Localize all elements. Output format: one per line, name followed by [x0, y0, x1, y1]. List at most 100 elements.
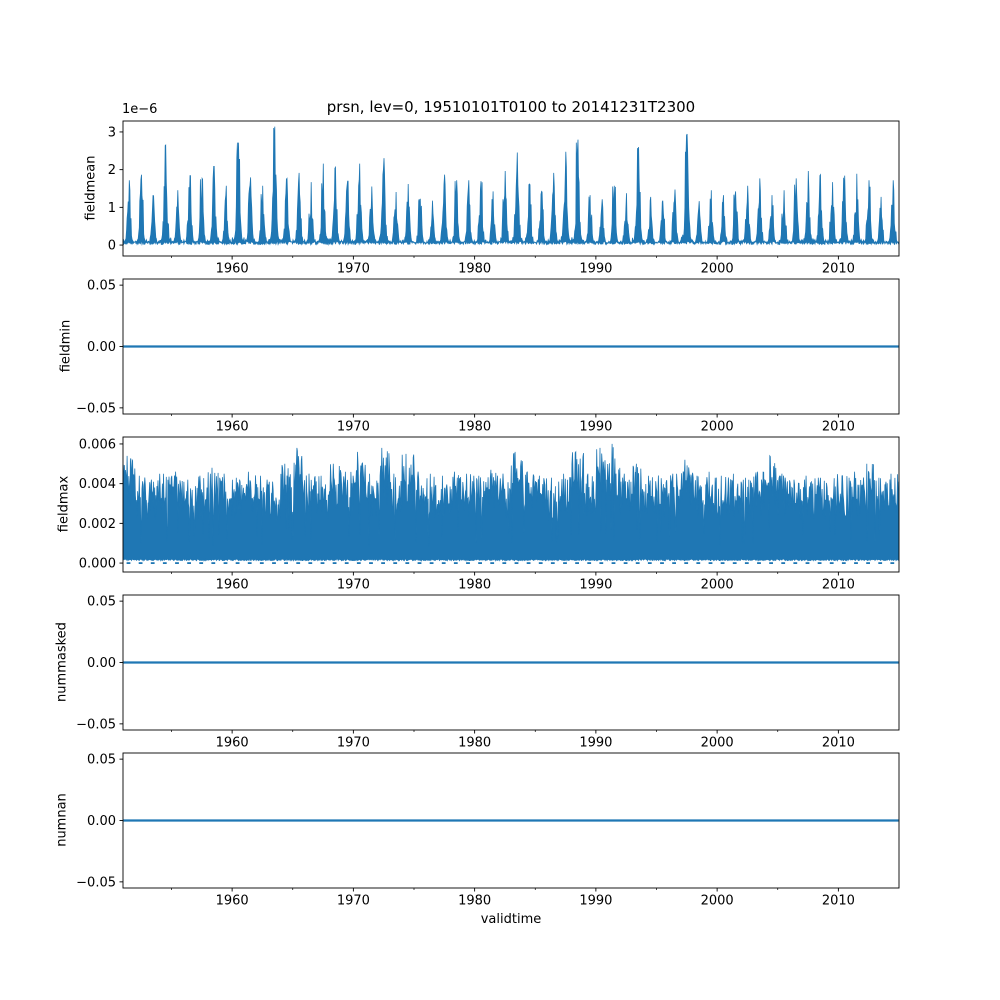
y-tick-label: 0.05 [87, 279, 116, 294]
panel-fieldmax: 1960 1970 1980 1990 2000 2010 0.000 0.002 0.004 0… [79, 436, 900, 593]
zero-touch-mark [526, 562, 531, 564]
panel-nummasked: 1960 1970 1980 1990 2000 2010 −0.05 0.00 0.05 [76, 594, 900, 751]
zero-touch-mark [344, 562, 349, 564]
series-fieldmax [122, 443, 900, 563]
series-fieldmean [122, 126, 900, 247]
x-tick-label: 1970 [337, 420, 370, 435]
zero-touch-mark [150, 562, 155, 564]
zero-touch-mark [247, 562, 252, 564]
zero-touch-mark [259, 562, 264, 564]
y-axis-label-fieldmin: fieldmin [58, 319, 74, 373]
zero-touch-mark [162, 562, 167, 564]
zero-touch-mark [138, 562, 143, 564]
y-axis-label-numnan: numnan [54, 793, 70, 847]
x-tick-label: 2000 [701, 578, 734, 593]
zero-touch-mark [235, 562, 240, 564]
figure-title: prsn, lev=0, 19510101T0100 to 20141231T2… [326, 98, 696, 116]
x-tick-label: 1980 [458, 420, 491, 435]
zero-touch-mark [599, 562, 604, 564]
x-tick-label: 1970 [337, 894, 370, 909]
zero-touch-mark [405, 562, 410, 564]
x-tick-label: 2000 [701, 894, 734, 909]
zero-touch-mark [696, 562, 701, 564]
zero-touch-mark [538, 562, 543, 564]
zero-touch-mark [817, 562, 822, 564]
panel-numnan: 1960 1970 1980 1990 2000 2010 −0.05 0.00 0.05 [76, 752, 900, 909]
y-tick-label: −0.05 [76, 401, 116, 416]
y-tick-label: −0.05 [76, 875, 116, 890]
zero-touch-mark [441, 562, 446, 564]
zero-touch-mark [199, 562, 204, 564]
x-tick-label: 2010 [822, 262, 855, 277]
zero-touch-mark [575, 562, 579, 564]
zero-touch-mark [429, 562, 434, 564]
zero-touch-mark [187, 562, 191, 564]
x-tick-label: 1980 [458, 736, 491, 751]
zero-touch-mark [284, 562, 288, 564]
x-tick-label: 1970 [337, 578, 370, 593]
zero-touch-mark [223, 562, 228, 564]
axes-spines [122, 436, 900, 573]
x-tick-label: 1980 [458, 894, 491, 909]
zero-touch-mark [660, 562, 664, 564]
zero-touch-mark [320, 562, 325, 564]
zero-touch-mark [744, 562, 749, 564]
y-tick-label: 0.004 [79, 477, 116, 492]
zero-touch-mark [805, 562, 810, 564]
x-tick-label: 1960 [216, 736, 249, 751]
zero-touch-mark [490, 562, 495, 564]
x-tick-label: 2010 [822, 736, 855, 751]
zero-touch-mark [611, 562, 616, 564]
zero-touch-mark [781, 562, 786, 564]
zero-touch-mark [672, 562, 676, 564]
y-axis-offset-label: 1e−6 [122, 102, 158, 117]
y-axis-label-nummasked: nummasked [54, 622, 70, 702]
zero-touch-mark [466, 562, 470, 564]
zero-touch-mark [829, 562, 834, 564]
x-tick-label: 1960 [216, 894, 249, 909]
x-tick-label: 1980 [458, 262, 491, 277]
zero-touch-mark [478, 562, 482, 564]
y-tick-label: 0.05 [87, 595, 116, 610]
y-axis-label-fieldmax: fieldmax [56, 475, 72, 533]
panel-fieldmin: 1960 1970 1980 1990 2000 2010 −0.05 0.00 0.05 [76, 278, 900, 435]
panel-fieldmean: 1960 1970 1980 1990 2000 2010 0 1 2 3 [108, 120, 900, 277]
zero-touch-mark [684, 562, 689, 564]
y-tick-label: 1 [108, 201, 116, 216]
zero-touch-mark [175, 562, 179, 564]
x-tick-label: 2000 [701, 262, 734, 277]
zero-touch-mark [647, 562, 652, 564]
x-tick-label: 1960 [216, 262, 249, 277]
zero-touch-mark [296, 562, 301, 564]
zero-touch-mark [563, 562, 567, 564]
x-tick-label: 1980 [458, 578, 491, 593]
zero-touch-mark [890, 562, 895, 564]
axes-spines [122, 120, 900, 257]
y-tick-label: −0.05 [76, 717, 116, 732]
zero-touch-mark [514, 562, 519, 564]
zero-touch-mark [308, 562, 313, 564]
zero-touch-mark [272, 562, 276, 564]
x-tick-label: 2010 [822, 894, 855, 909]
zero-touch-mark [854, 562, 858, 564]
y-tick-label: 0 [108, 239, 116, 254]
zero-touch-mark [369, 562, 373, 564]
y-tick-label: 0.006 [79, 437, 116, 452]
zero-touch-mark [720, 562, 725, 564]
zero-touch-mark [793, 562, 798, 564]
x-tick-label: 1960 [216, 578, 249, 593]
x-tick-label: 1990 [579, 262, 612, 277]
x-tick-label: 1970 [337, 736, 370, 751]
zero-touch-mark [732, 562, 737, 564]
x-tick-label: 1970 [337, 262, 370, 277]
x-tick-label: 1990 [579, 578, 612, 593]
x-tick-label: 1960 [216, 420, 249, 435]
y-tick-label: 0.00 [87, 656, 116, 671]
x-tick-label: 2010 [822, 578, 855, 593]
zero-touch-mark [211, 562, 216, 564]
zero-touch-mark [502, 562, 507, 564]
x-tick-label: 2000 [701, 736, 734, 751]
y-tick-label: 0.00 [87, 814, 116, 829]
